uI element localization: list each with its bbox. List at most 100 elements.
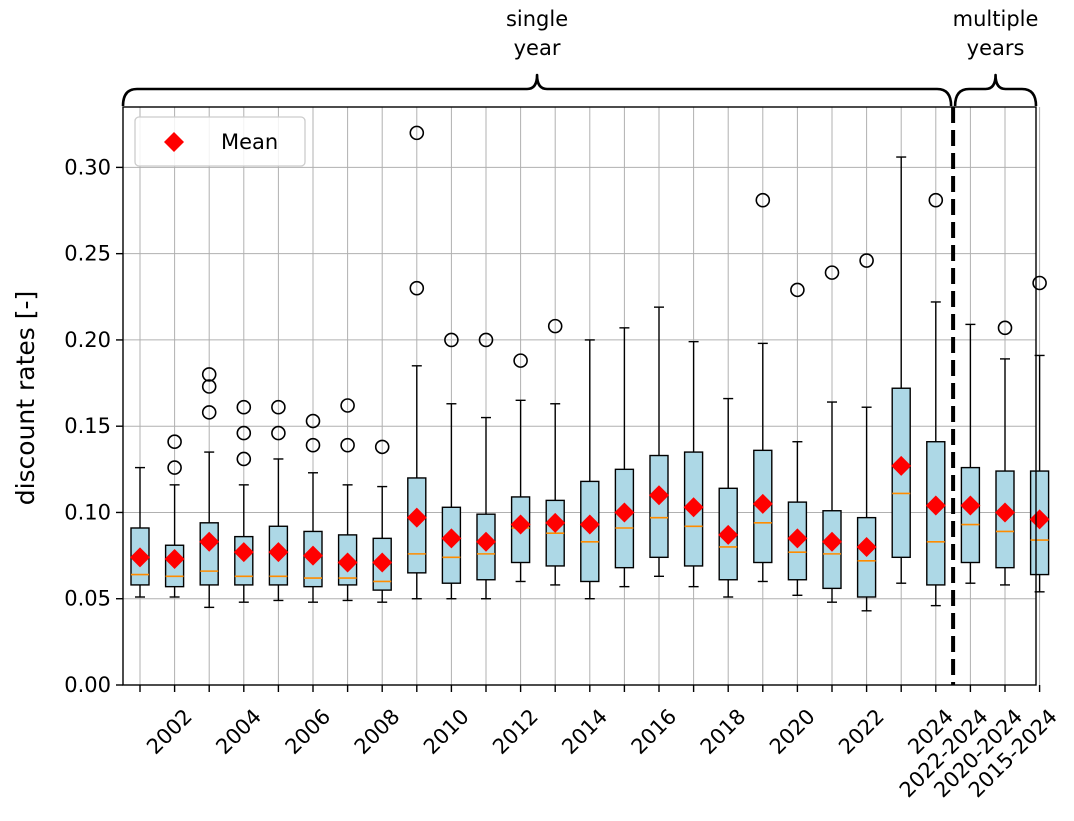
mean-marker (683, 497, 704, 518)
outlier-point (236, 451, 252, 467)
x-tick-label: 2022 (834, 704, 889, 759)
outlier-point (236, 399, 252, 415)
single-year-label: single (506, 7, 568, 31)
outlier-point (271, 399, 286, 415)
y-tick-label: 0.25 (64, 242, 111, 266)
box-2013 (545, 318, 565, 586)
outlier-point (547, 318, 563, 334)
mean-marker (441, 528, 462, 549)
plot-frame (122, 106, 1037, 686)
mean-marker (164, 549, 185, 570)
legend-frame (134, 116, 306, 167)
multiple-years-label: multiple (953, 7, 1039, 31)
mean-marker (891, 455, 912, 476)
y-tick-label: 0.00 (64, 673, 111, 697)
y-tick-label: 0.30 (64, 155, 111, 179)
multiple-years-label: years (967, 36, 1025, 60)
x-tick-label: 2002 (142, 704, 197, 759)
outlier-point (409, 125, 425, 141)
outlier-point (271, 425, 286, 441)
mean-marker (510, 514, 531, 535)
y-tick-label: 0.20 (64, 328, 111, 352)
box-2017 (683, 340, 704, 588)
mean-marker (476, 531, 496, 552)
mean-marker (960, 495, 981, 516)
outlier-point (201, 367, 217, 382)
legend-mean-marker (164, 132, 184, 152)
box-2001 (130, 466, 150, 598)
outlier-point (513, 353, 528, 368)
x-tick-label: 2004 (211, 704, 266, 759)
box-2016 (649, 306, 669, 578)
mean-marker (995, 502, 1015, 523)
iqr-box (649, 454, 669, 559)
y-tick-label: 0.15 (64, 414, 111, 438)
outlier-point (167, 434, 182, 450)
mean-markers (130, 455, 1050, 573)
x-tick-label: 2018 (696, 704, 751, 759)
outlier-point (1032, 275, 1047, 291)
mean-marker (372, 552, 393, 573)
mean-marker (752, 493, 773, 514)
y-tick-label: 0.05 (64, 587, 111, 611)
outlier-point (824, 265, 840, 280)
y-tick-label: 0.10 (64, 500, 111, 524)
mean-marker (822, 531, 842, 552)
box-2015 (614, 327, 635, 588)
outlier-point (167, 460, 182, 475)
mean-marker (303, 545, 323, 566)
box-2022 (856, 253, 877, 612)
mean-marker (545, 512, 566, 533)
outlier-point (997, 320, 1013, 336)
outlier-point (374, 439, 390, 455)
mean-marker (199, 531, 220, 552)
mean-marker (337, 552, 358, 573)
mean-marker (614, 502, 635, 523)
x-tick-label: 2008 (350, 704, 405, 759)
mean-marker (406, 507, 427, 528)
legend-mean-label: Mean (221, 130, 278, 154)
outlier-point (305, 413, 321, 429)
mean-marker (130, 547, 150, 568)
outlier-point (859, 253, 874, 268)
x-tick-label: 2014 (557, 704, 612, 759)
outlier-point (340, 437, 355, 453)
box-2023 (891, 156, 911, 584)
outlier-point (444, 332, 459, 348)
x-tick-label: 2012 (488, 704, 543, 759)
x-tick-label: 2016 (627, 704, 682, 759)
mean-marker (787, 528, 808, 549)
outlier-point (409, 280, 425, 296)
outlier-point (790, 282, 805, 298)
box-2020-2024 (995, 320, 1015, 586)
outlier-point (340, 398, 355, 413)
single-year-label: year (514, 36, 561, 60)
multiple-years-bracket (953, 73, 1038, 107)
outlier-point (201, 379, 217, 394)
box-2018 (718, 397, 738, 598)
y-axis-label: discount rates [-] (11, 291, 40, 506)
outlier-point (928, 192, 944, 208)
outlier-point (236, 425, 252, 441)
x-tick-label: 2006 (281, 704, 336, 759)
mean-marker (925, 495, 946, 516)
group-annotations: single year multiple years (121, 7, 1039, 685)
x-tick-label: 2020 (765, 704, 820, 759)
mean-marker (649, 485, 669, 506)
outlier-point (755, 192, 771, 208)
legend: Mean (134, 116, 306, 167)
iqr-box (856, 516, 877, 598)
mean-marker (579, 514, 600, 535)
mean-marker (1029, 509, 1050, 530)
box-2022-2024 (960, 323, 981, 584)
mean-marker (856, 536, 877, 557)
outlier-point (201, 405, 217, 420)
mean-marker (233, 542, 254, 563)
box-2014 (580, 339, 600, 600)
mean-marker (268, 542, 289, 563)
outlier-point (478, 332, 494, 348)
single-year-bracket (121, 73, 953, 107)
mean-marker (718, 524, 739, 545)
x-tick-label: 2010 (419, 704, 474, 759)
